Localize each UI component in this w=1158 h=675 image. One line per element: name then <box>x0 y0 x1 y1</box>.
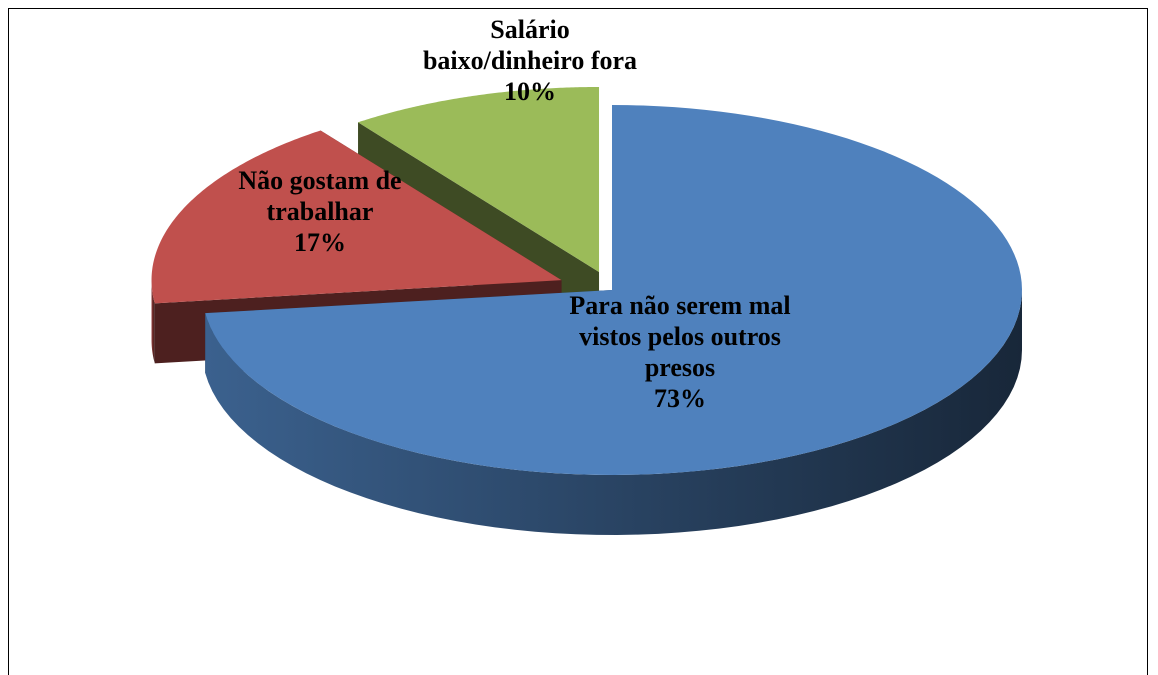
slice <box>151 130 562 304</box>
value-label: 17% <box>294 228 346 257</box>
data-label: Para não serem mal vistos pelos outros p… <box>560 290 800 414</box>
chart-frame <box>8 8 1148 675</box>
slice <box>205 105 1022 475</box>
category-label: Salário baixo/dinheiro fora <box>422 15 638 75</box>
data-label: Não gostam de trabalhar 17% <box>210 165 430 258</box>
slice-side <box>205 290 1022 535</box>
slice-side <box>151 280 155 364</box>
category-label: Para não serem mal vistos pelos outros p… <box>569 291 791 382</box>
data-label: Salário baixo/dinheiro fora 10% <box>420 14 640 107</box>
category-label: Não gostam de trabalhar <box>238 166 402 226</box>
slice <box>358 86 600 272</box>
value-label: 10% <box>504 77 556 106</box>
value-label: 73% <box>654 384 706 413</box>
